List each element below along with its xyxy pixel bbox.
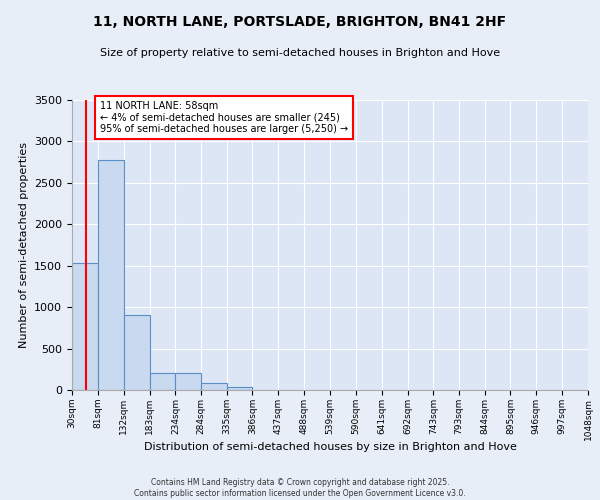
Bar [124, 314, 149, 390]
Text: Size of property relative to semi-detached houses in Brighton and Hove: Size of property relative to semi-detach… [100, 48, 500, 58]
Bar [72, 263, 98, 390]
Bar [227, 386, 253, 390]
Text: Contains HM Land Registry data © Crown copyright and database right 2025.
Contai: Contains HM Land Registry data © Crown c… [134, 478, 466, 498]
Y-axis label: Number of semi-detached properties: Number of semi-detached properties [19, 142, 29, 348]
Bar [98, 160, 124, 390]
X-axis label: Distribution of semi-detached houses by size in Brighton and Hove: Distribution of semi-detached houses by … [143, 442, 517, 452]
Bar [201, 384, 227, 390]
Bar [175, 374, 201, 390]
Bar [149, 374, 175, 390]
Text: 11, NORTH LANE, PORTSLADE, BRIGHTON, BN41 2HF: 11, NORTH LANE, PORTSLADE, BRIGHTON, BN4… [94, 15, 506, 29]
Text: 11 NORTH LANE: 58sqm
← 4% of semi-detached houses are smaller (245)
95% of semi-: 11 NORTH LANE: 58sqm ← 4% of semi-detach… [100, 101, 348, 134]
